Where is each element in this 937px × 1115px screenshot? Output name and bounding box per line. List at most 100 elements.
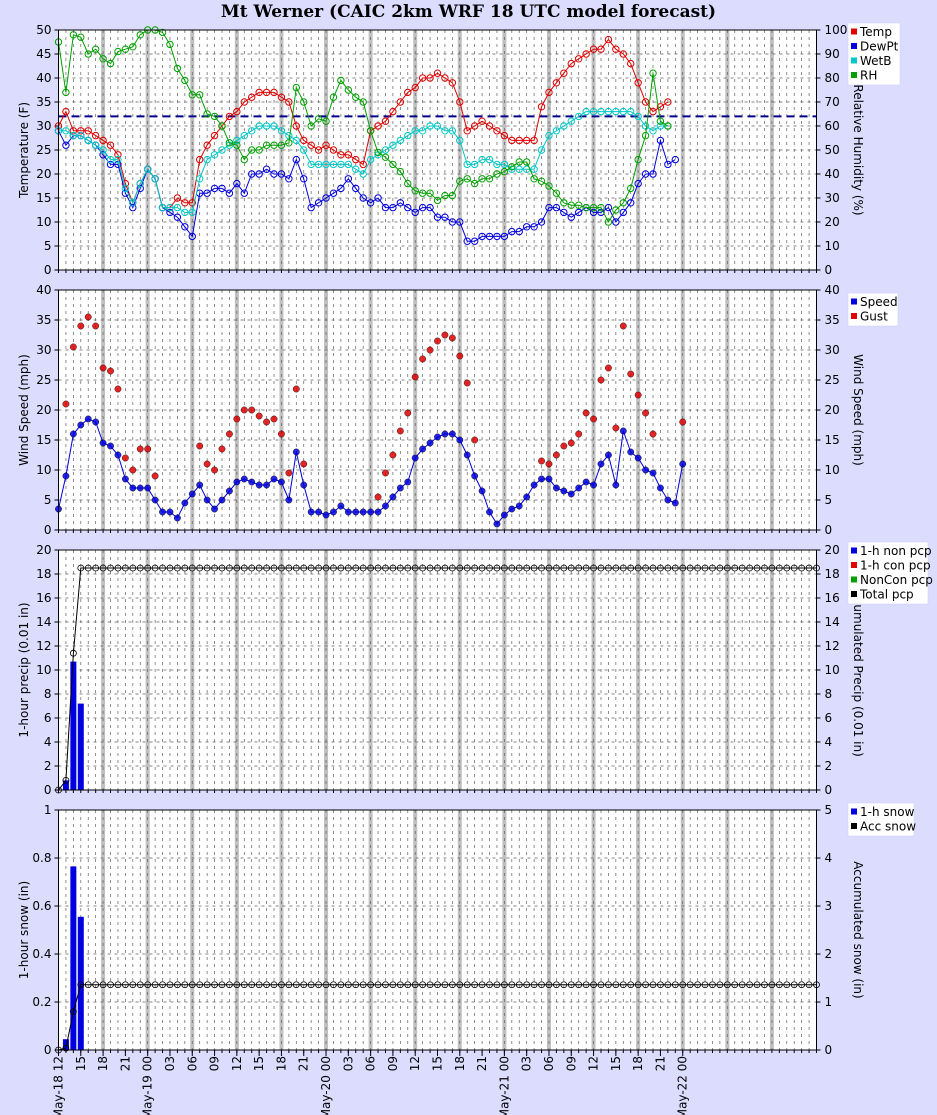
data-point [441, 127, 449, 135]
legend-swatch [851, 72, 857, 78]
data-point [106, 160, 115, 169]
y-tick-label: 0.6 [32, 899, 51, 913]
data-point [404, 88, 412, 97]
y-axis-label: Temperature (F) [17, 102, 31, 199]
data-point [210, 112, 219, 121]
data-point [248, 127, 256, 135]
data-point [560, 208, 568, 217]
data-point [575, 484, 583, 492]
data-point [374, 493, 382, 501]
series-total-pcp [55, 564, 820, 794]
data-point [188, 199, 196, 207]
accumulated-point [92, 564, 100, 572]
accumulated-point [515, 564, 523, 572]
data-point [560, 122, 568, 130]
accumulated-point [434, 564, 441, 572]
data-point [352, 93, 360, 101]
data-point [493, 520, 501, 528]
accumulated-point [278, 564, 285, 572]
data-point [106, 141, 115, 149]
accumulated-point [508, 564, 516, 572]
accumulated-point [634, 564, 642, 572]
data-point [411, 83, 419, 92]
y-tick-label: 0.8 [32, 851, 51, 865]
data-point [567, 117, 575, 125]
data-point [225, 189, 234, 197]
data-point [582, 107, 590, 116]
accumulated-point [597, 564, 605, 572]
data-point [62, 107, 70, 116]
legend-label: WetB [860, 54, 891, 68]
accumulated-point [694, 564, 701, 572]
data-point [314, 160, 323, 169]
data-point [121, 475, 129, 483]
data-point [411, 208, 419, 217]
data-point [285, 98, 293, 106]
accumulated-point [515, 981, 523, 989]
y2-tick-label: 20 [825, 543, 840, 557]
y-tick-label: 35 [36, 313, 51, 327]
accumulated-point [775, 564, 783, 572]
data-point [389, 451, 397, 459]
accumulated-point [84, 564, 92, 572]
data-point [463, 237, 471, 245]
data-point [277, 141, 286, 149]
data-point [641, 170, 650, 178]
accumulated-point [188, 981, 196, 989]
data-point [538, 475, 545, 483]
accumulated-point [181, 564, 189, 572]
y-tick-label: 0 [44, 523, 52, 537]
accumulated-point [278, 981, 285, 989]
accumulated-point [226, 981, 233, 989]
data-point [181, 199, 189, 207]
y2-tick-label: 30 [825, 191, 840, 205]
data-point [366, 155, 375, 164]
accumulated-point [746, 564, 754, 572]
data-point [656, 136, 665, 145]
accumulated-point [716, 564, 724, 572]
y-tick-label: 2 [44, 759, 52, 773]
data-point [314, 115, 323, 123]
accumulated-point [107, 981, 114, 989]
x-tick-label: 12 [230, 1056, 244, 1071]
data-point [537, 177, 546, 185]
accumulated-point [731, 564, 739, 572]
data-point [381, 117, 390, 125]
data-point [500, 131, 509, 140]
data-point [195, 91, 204, 99]
data-point [389, 107, 397, 116]
data-point [240, 475, 248, 483]
data-point [664, 122, 672, 130]
data-point [553, 451, 560, 459]
accumulated-point [174, 981, 181, 989]
data-point [679, 418, 687, 426]
data-point [270, 88, 278, 97]
legend-swatch [851, 43, 857, 49]
y2-tick-label: 70 [825, 95, 840, 109]
accumulated-point [478, 981, 486, 989]
data-point [381, 153, 390, 161]
data-point [634, 454, 642, 462]
legend-swatch [851, 57, 857, 64]
y-tick-label: 10 [36, 663, 51, 677]
accumulated-point [263, 564, 270, 572]
accumulated-point [218, 981, 226, 989]
accumulated-point [300, 564, 308, 572]
accumulated-point [188, 564, 196, 572]
accumulated-point [701, 564, 709, 572]
y2-axis-label: Accumulated snow (in) [851, 861, 865, 998]
data-point [627, 199, 635, 207]
data-point [292, 136, 301, 145]
data-point [679, 460, 687, 468]
accumulated-point [567, 564, 575, 572]
accumulated-point [530, 981, 538, 989]
accumulated-line [58, 567, 817, 791]
data-point [649, 170, 657, 178]
data-point [367, 508, 375, 516]
data-point [255, 170, 263, 178]
data-point [240, 155, 248, 164]
accumulated-point [768, 564, 776, 572]
data-point [129, 466, 137, 474]
data-point [478, 155, 486, 164]
accumulated-point [129, 564, 137, 572]
